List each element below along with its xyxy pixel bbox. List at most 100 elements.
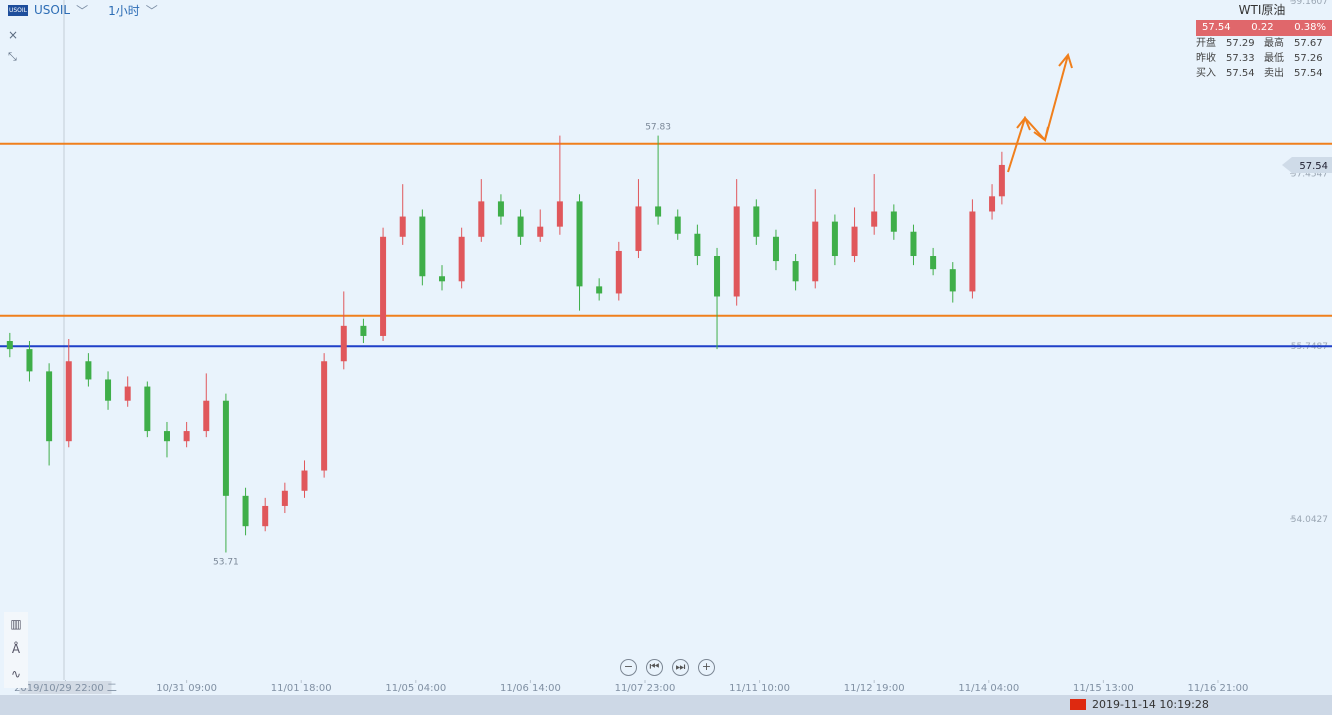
x-tick-label: 11/05 04:00 xyxy=(385,683,446,694)
candle xyxy=(6,332,13,358)
candle xyxy=(65,338,72,448)
scroll-start[interactable]: ⏮ xyxy=(646,659,663,676)
candle xyxy=(124,376,131,407)
dropdown[interactable]: ﹀ xyxy=(145,3,158,18)
candle-body xyxy=(242,495,249,527)
candle-body xyxy=(831,221,838,257)
candle xyxy=(969,199,976,299)
quote-title: WTI原油 xyxy=(1238,3,1286,17)
candle-body xyxy=(105,379,112,401)
datetime: 2019-11-14 10:19:28 xyxy=(1092,698,1209,711)
candle-body xyxy=(419,216,426,277)
candle-body xyxy=(615,250,622,294)
candle xyxy=(478,179,485,242)
x-tick-label: 11/11 10:00 xyxy=(729,683,790,694)
candle-body xyxy=(203,400,210,432)
dropdown[interactable]: ﹀ xyxy=(76,3,89,18)
quote-row: 昨收 57.33 最低 57.26 xyxy=(1192,51,1332,66)
candle-body xyxy=(635,206,642,251)
candle xyxy=(831,214,838,266)
candle xyxy=(596,278,603,301)
close-button[interactable]: × xyxy=(8,28,19,42)
candle-body xyxy=(497,201,504,217)
candle xyxy=(989,184,996,220)
price-tag-label: 57.54 xyxy=(1299,161,1328,172)
zoom-in[interactable]: + xyxy=(698,659,715,676)
quote-label: 昨收 xyxy=(1196,53,1216,64)
status-bar: 2019-11-14 10:19:28 xyxy=(0,695,1332,715)
x-tick-label: 10/31 09:00 xyxy=(156,683,217,694)
interval[interactable]: 1小时 xyxy=(108,3,140,18)
candle xyxy=(792,253,799,291)
x-tick-label: 11/12 19:00 xyxy=(844,683,905,694)
quote-value: 57.54 xyxy=(1226,68,1255,79)
candle-body xyxy=(871,211,878,227)
quote-label: 最低 xyxy=(1264,53,1284,64)
candle-body xyxy=(851,226,858,257)
x-tick-label: 11/16 21:00 xyxy=(1188,683,1249,694)
symbol[interactable]: USOIL xyxy=(34,3,71,17)
quote-row: 买入 57.54 卖出 57.54 xyxy=(1192,66,1332,81)
candle xyxy=(674,209,681,240)
candle xyxy=(301,460,308,498)
candle-body xyxy=(674,216,681,234)
candle xyxy=(998,151,1005,205)
shrink-button[interactable]: ⤡ xyxy=(8,50,17,63)
candle-body xyxy=(812,221,819,282)
candle-body xyxy=(655,206,662,217)
quote-label: 开盘 xyxy=(1196,38,1216,49)
logo: USOIL xyxy=(8,4,28,16)
candle-body xyxy=(399,216,406,237)
quote-label: 买入 xyxy=(1196,68,1216,79)
zoom-controls: − ⏮ ⏭ + xyxy=(620,659,715,676)
quote-panel: WTI原油 57.54 0.22 0.38% 开盘 57.29 最高 57.67 昨收 5… xyxy=(1192,0,1332,80)
y-tick-label: 57.4547 xyxy=(1291,170,1328,180)
candle-body xyxy=(969,211,976,292)
candle xyxy=(890,204,897,240)
candle xyxy=(399,184,406,245)
candle-body xyxy=(321,361,328,471)
quote-label: 卖出 xyxy=(1264,68,1284,79)
quote-value: 57.26 xyxy=(1294,53,1323,64)
candle-body xyxy=(458,236,465,282)
x-tick-label: 11/07 23:00 xyxy=(615,683,676,694)
price-tag xyxy=(1282,156,1332,173)
candle-body xyxy=(439,276,446,282)
candle xyxy=(242,487,249,536)
candle xyxy=(714,247,721,350)
x-tick-label: 11/14 04:00 xyxy=(958,683,1019,694)
candle xyxy=(772,229,779,271)
candle xyxy=(262,497,269,532)
price: 57.54 xyxy=(1202,22,1231,33)
scroll-end[interactable]: ⏭ xyxy=(672,659,689,676)
candle xyxy=(281,482,288,514)
candle xyxy=(321,353,328,478)
side-tools[interactable]: ▥ Å ∿ xyxy=(4,612,28,688)
candle xyxy=(458,227,465,289)
candle xyxy=(635,179,642,259)
candle-body xyxy=(183,431,190,442)
candle xyxy=(812,189,819,289)
candle-body xyxy=(989,196,996,212)
quote-label: 最高 xyxy=(1264,38,1284,49)
forecast-arrow xyxy=(1007,52,1073,173)
zoom-out[interactable]: − xyxy=(620,659,637,676)
candle-body xyxy=(380,236,387,336)
candle xyxy=(360,318,367,344)
candle xyxy=(105,371,112,410)
candle xyxy=(163,421,170,458)
candle xyxy=(340,291,347,370)
candle-body xyxy=(478,201,485,237)
candle-body xyxy=(301,470,308,491)
candle xyxy=(222,393,229,553)
quote-row: 开盘 57.29 最高 57.67 xyxy=(1192,36,1332,51)
change: 0.22 xyxy=(1251,22,1274,33)
candle xyxy=(733,179,740,306)
candle xyxy=(851,207,858,263)
x-tick-label: 11/06 14:00 xyxy=(500,683,561,694)
candle xyxy=(655,135,662,225)
candle-body xyxy=(360,325,367,336)
quote-rows: 开盘 57.29 最高 57.67 昨收 57.33 最低 57.26 买入 57.54 卖出 57.… xyxy=(1192,36,1332,81)
flag xyxy=(1070,699,1086,710)
